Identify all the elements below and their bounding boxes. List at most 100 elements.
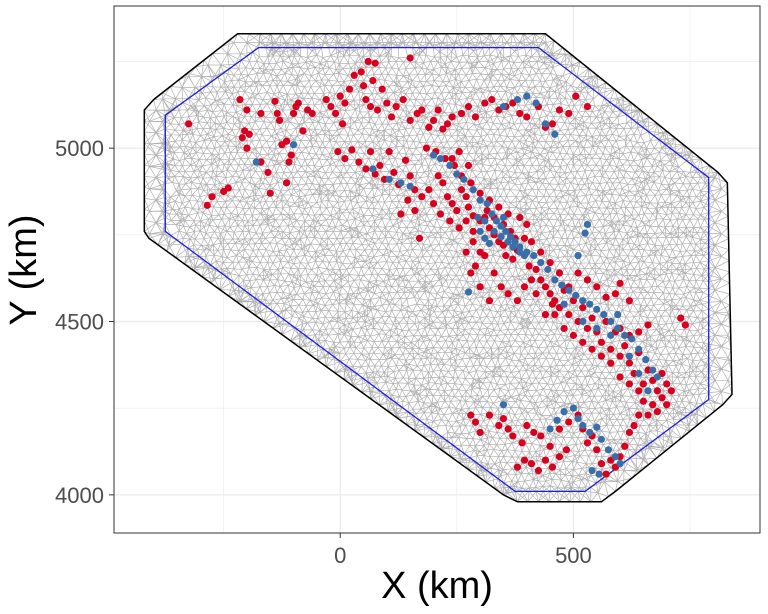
red-data-point bbox=[308, 109, 316, 118]
red-data-point bbox=[653, 408, 661, 416]
blue-data-point bbox=[614, 310, 622, 319]
red-data-point bbox=[476, 428, 484, 437]
y-tick-label: 5000 bbox=[55, 136, 104, 161]
blue-data-point bbox=[579, 317, 587, 326]
red-data-point bbox=[411, 206, 419, 215]
red-data-point bbox=[523, 421, 531, 430]
inner-boundary bbox=[164, 46, 710, 493]
points-layer bbox=[185, 54, 689, 478]
red-data-point bbox=[364, 57, 372, 66]
blue-data-point bbox=[625, 352, 634, 360]
red-data-point bbox=[537, 432, 545, 440]
red-data-point bbox=[383, 99, 391, 107]
red-data-point bbox=[532, 265, 540, 274]
red-data-point bbox=[677, 314, 685, 322]
red-data-point bbox=[516, 213, 524, 222]
red-data-point bbox=[616, 352, 624, 360]
red-data-point bbox=[331, 109, 340, 118]
blue-data-point bbox=[642, 356, 650, 364]
red-data-point bbox=[593, 446, 601, 454]
blue-data-point bbox=[574, 252, 582, 260]
red-data-point bbox=[457, 109, 466, 118]
red-data-point bbox=[555, 453, 564, 461]
blue-data-point bbox=[497, 222, 505, 230]
red-data-point bbox=[555, 106, 564, 114]
x-axis-title: X (km) bbox=[381, 565, 493, 607]
red-data-point bbox=[509, 432, 517, 440]
red-data-point bbox=[569, 331, 578, 339]
red-data-point bbox=[299, 127, 307, 135]
blue-data-point bbox=[490, 227, 498, 235]
red-data-point bbox=[548, 463, 557, 471]
red-data-point bbox=[485, 411, 494, 419]
red-data-point bbox=[616, 373, 624, 381]
red-data-point bbox=[681, 321, 689, 329]
red-data-point bbox=[565, 418, 573, 426]
blue-data-point bbox=[464, 288, 473, 296]
red-data-point bbox=[560, 324, 568, 333]
blue-data-point bbox=[520, 252, 529, 260]
blue-data-point bbox=[593, 324, 601, 333]
blue-data-point bbox=[469, 186, 477, 194]
blue-data-point bbox=[532, 99, 540, 107]
blue-data-point bbox=[492, 217, 501, 225]
red-data-point bbox=[504, 425, 512, 433]
red-data-point bbox=[415, 234, 424, 242]
blue-data-point bbox=[406, 182, 414, 190]
red-data-point bbox=[495, 203, 503, 211]
red-data-point bbox=[376, 161, 384, 170]
red-data-point bbox=[378, 85, 386, 93]
red-data-point bbox=[425, 123, 433, 131]
blue-data-point bbox=[611, 453, 620, 461]
red-data-point bbox=[572, 92, 580, 100]
red-data-point bbox=[523, 113, 531, 121]
red-data-point bbox=[625, 359, 634, 367]
red-data-point bbox=[602, 293, 610, 301]
red-data-point bbox=[341, 99, 349, 107]
red-data-point bbox=[422, 144, 431, 152]
red-data-point bbox=[264, 168, 272, 177]
blue-data-point bbox=[644, 387, 652, 395]
red-data-point bbox=[546, 290, 554, 298]
red-data-point bbox=[574, 269, 582, 277]
red-data-point bbox=[406, 116, 414, 125]
red-data-point bbox=[371, 59, 379, 67]
red-data-point bbox=[525, 262, 533, 270]
blue-data-point bbox=[583, 220, 592, 229]
blue-data-point bbox=[607, 331, 615, 339]
red-data-point bbox=[208, 193, 216, 201]
y-tick-label: 4500 bbox=[55, 310, 104, 335]
red-data-point bbox=[555, 425, 564, 433]
red-data-point bbox=[462, 193, 470, 201]
red-data-point bbox=[611, 290, 620, 298]
red-data-point bbox=[467, 179, 475, 187]
boundary-layer bbox=[143, 32, 733, 503]
red-data-point bbox=[406, 54, 414, 62]
red-data-point bbox=[548, 120, 557, 128]
red-data-point bbox=[341, 154, 349, 163]
red-data-point bbox=[520, 456, 529, 464]
red-data-point bbox=[455, 224, 463, 232]
blue-data-point bbox=[572, 291, 580, 300]
red-data-point bbox=[562, 446, 571, 454]
red-data-point bbox=[273, 109, 281, 118]
red-data-point bbox=[541, 456, 550, 464]
blue-data-point bbox=[649, 366, 657, 374]
red-data-point bbox=[390, 168, 398, 177]
red-data-point bbox=[635, 328, 643, 336]
red-data-point bbox=[203, 201, 211, 209]
blue-data-point bbox=[581, 229, 589, 237]
red-data-point bbox=[471, 418, 480, 426]
blue-data-point bbox=[502, 227, 510, 235]
blue-data-point bbox=[289, 141, 298, 149]
red-data-point bbox=[663, 380, 671, 388]
blue-data-point bbox=[504, 238, 512, 246]
red-data-point bbox=[453, 206, 461, 215]
red-data-point bbox=[387, 113, 396, 121]
red-data-point bbox=[446, 217, 454, 225]
red-data-point bbox=[639, 397, 647, 405]
red-data-point bbox=[565, 109, 573, 118]
blue-data-point bbox=[509, 243, 517, 251]
